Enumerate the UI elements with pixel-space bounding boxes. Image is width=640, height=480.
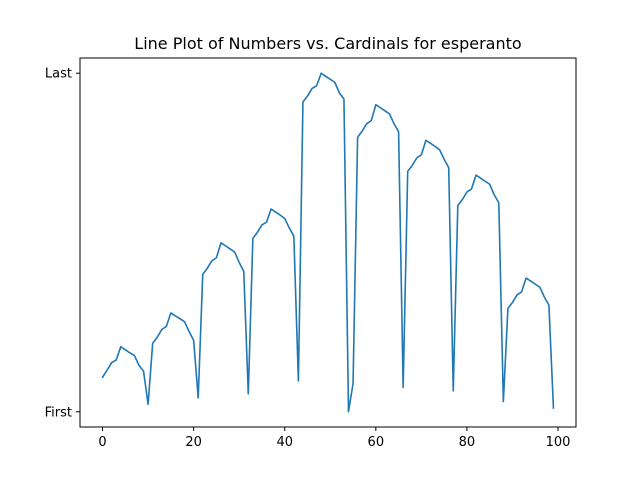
x-tick-label-5: 100 [546, 435, 571, 450]
x-tick-label-3: 60 [368, 435, 385, 450]
y-tick-label-0: First [45, 405, 72, 420]
plot-area [79, 57, 577, 428]
y-axis: First Last [45, 67, 80, 420]
series-line-0 [101, 72, 555, 413]
series-layer [101, 72, 555, 413]
chart-title: Line Plot of Numbers vs. Cardinals for e… [134, 34, 521, 53]
x-axis: 0 20 40 60 80 100 [98, 427, 570, 450]
x-tick-label-1: 20 [185, 435, 202, 450]
x-tick-label-2: 40 [276, 435, 293, 450]
x-tick-label-0: 0 [98, 435, 106, 450]
x-tick-label-4: 80 [459, 435, 476, 450]
y-tick-label-1: Last [45, 67, 72, 82]
